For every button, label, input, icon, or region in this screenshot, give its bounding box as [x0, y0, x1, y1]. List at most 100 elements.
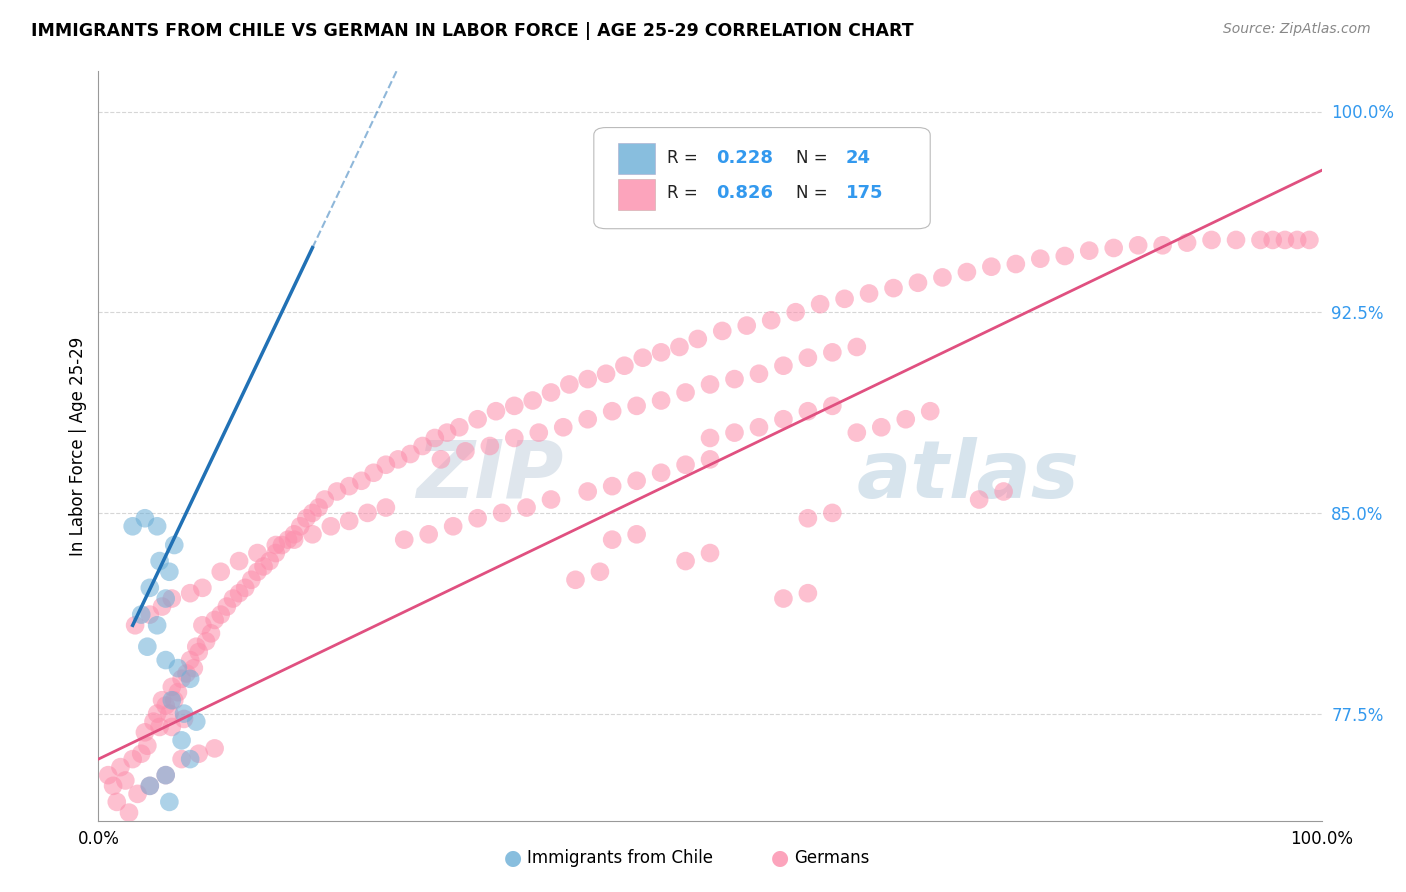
Point — [155, 768, 177, 782]
Point — [170, 672, 193, 686]
Point — [650, 345, 672, 359]
Point — [600, 479, 623, 493]
Point — [1286, 233, 1309, 247]
Point — [576, 412, 599, 426]
Point — [139, 607, 162, 622]
Point — [195, 634, 218, 648]
Point — [160, 693, 183, 707]
Point — [308, 500, 330, 515]
Point — [179, 672, 201, 686]
Point — [1004, 257, 1026, 271]
Point — [761, 313, 783, 327]
Point — [626, 474, 648, 488]
Point — [186, 714, 208, 729]
Point — [179, 653, 201, 667]
Point — [883, 281, 905, 295]
Point — [503, 431, 526, 445]
Point — [834, 292, 856, 306]
Point — [1078, 244, 1101, 258]
Text: Germans: Germans — [794, 849, 870, 867]
Point — [155, 698, 177, 713]
Point — [155, 768, 177, 782]
Point — [595, 367, 617, 381]
Point — [589, 565, 612, 579]
Point — [478, 439, 501, 453]
Point — [270, 538, 294, 552]
Point — [503, 399, 526, 413]
Point — [920, 404, 942, 418]
Point — [449, 420, 471, 434]
Point — [228, 586, 250, 600]
Point — [277, 533, 299, 547]
Point — [252, 559, 274, 574]
Point — [423, 431, 446, 445]
Point — [967, 492, 990, 507]
Point — [179, 752, 201, 766]
Point — [204, 741, 226, 756]
Point — [139, 779, 162, 793]
Point — [675, 385, 697, 400]
Point — [114, 773, 136, 788]
Point — [735, 318, 758, 333]
Point — [167, 661, 190, 675]
Point — [139, 581, 162, 595]
Point — [146, 618, 169, 632]
Point — [191, 581, 214, 595]
Point — [136, 640, 159, 654]
Point — [650, 393, 672, 408]
Bar — [619, 143, 655, 174]
Point — [399, 447, 422, 461]
Point — [430, 452, 453, 467]
Point — [870, 420, 893, 434]
Point — [467, 412, 489, 426]
Point — [821, 399, 844, 413]
Point — [699, 377, 721, 392]
Point — [540, 492, 562, 507]
Point — [290, 519, 312, 533]
Point — [600, 533, 623, 547]
Point — [97, 768, 120, 782]
Point — [675, 458, 697, 472]
Point — [723, 372, 745, 386]
Point — [993, 484, 1015, 499]
Point — [160, 591, 183, 606]
Point — [264, 538, 287, 552]
Point — [121, 752, 143, 766]
Point — [301, 527, 323, 541]
Point — [209, 565, 232, 579]
Point — [668, 340, 690, 354]
Point — [1225, 233, 1247, 247]
Point — [441, 519, 464, 533]
Point — [485, 404, 508, 418]
Point — [1128, 238, 1150, 252]
Point — [173, 712, 195, 726]
Point — [160, 720, 183, 734]
Text: N =: N = — [796, 185, 827, 202]
Point — [319, 519, 342, 533]
Point — [1261, 233, 1284, 247]
Point — [118, 805, 141, 820]
Point — [150, 599, 173, 614]
Point — [1053, 249, 1076, 263]
Point — [808, 297, 831, 311]
Point — [167, 685, 190, 699]
FancyBboxPatch shape — [593, 128, 931, 228]
Point — [845, 340, 868, 354]
Point — [150, 693, 173, 707]
Point — [748, 367, 770, 381]
Point — [187, 747, 209, 761]
Point — [797, 586, 820, 600]
Point — [522, 393, 544, 408]
Point — [146, 706, 169, 721]
Point — [163, 538, 186, 552]
Point — [283, 527, 305, 541]
Point — [246, 565, 269, 579]
Point — [785, 305, 807, 319]
Point — [173, 706, 195, 721]
Point — [139, 779, 162, 793]
Point — [326, 484, 349, 499]
Text: ZIP: ZIP — [416, 437, 564, 515]
Point — [356, 506, 378, 520]
Point — [907, 276, 929, 290]
Point — [797, 351, 820, 365]
